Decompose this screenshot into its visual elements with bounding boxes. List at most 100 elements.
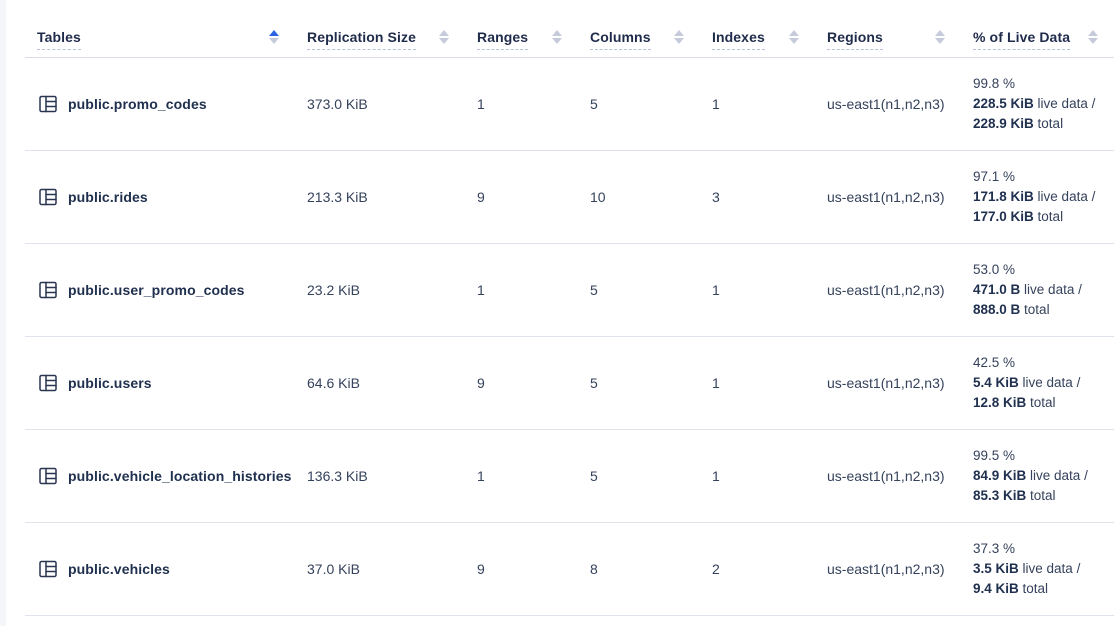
table-icon (38, 280, 58, 300)
live-data-size-line: 5.4 KiB live data / (973, 375, 1081, 390)
cell-table-name: public.vehicle_location_histories (25, 466, 295, 486)
page-left-gutter (0, 0, 6, 626)
cell-table-name: public.user_promo_codes (25, 280, 295, 300)
cell-replication-size: 23.2 KiB (307, 282, 360, 298)
column-header-columns[interactable]: Columns (578, 29, 700, 57)
live-data-size-line: 471.0 B live data / (973, 282, 1082, 297)
live-data-percent: 53.0 % (973, 262, 1016, 277)
table-name-link[interactable]: public.vehicle_location_histories (68, 468, 292, 484)
cell-indexes: 1 (712, 468, 720, 484)
column-header-label: Replication Size (307, 29, 416, 50)
column-header-label: Columns (590, 29, 651, 50)
live-data-size-line: 84.9 KiB live data / (973, 468, 1088, 483)
table-row: public.promo_codes 373.0 KiB 1 5 1 us-ea… (25, 58, 1114, 151)
cell-columns: 10 (590, 189, 606, 205)
table-row: public.rides 213.3 KiB 9 10 3 us-east1(n… (25, 151, 1114, 244)
live-data-size-line: 3.5 KiB live data / (973, 561, 1081, 576)
cell-pct-live-data: 42.5 % 5.4 KiB live data / 12.8 KiB tota… (961, 353, 1114, 413)
cell-ranges: 9 (477, 189, 485, 205)
table-icon (38, 94, 58, 114)
total-size-line: 888.0 B total (973, 302, 1050, 317)
column-header-indexes[interactable]: Indexes (700, 29, 815, 57)
column-header-ranges[interactable]: Ranges (465, 29, 578, 57)
live-data-percent: 37.3 % (973, 541, 1016, 556)
cell-table-name: public.vehicles (25, 559, 295, 579)
cell-indexes: 1 (712, 282, 720, 298)
table-name-link[interactable]: public.user_promo_codes (68, 282, 245, 298)
column-header-label: Tables (37, 29, 81, 50)
cell-replication-size: 136.3 KiB (307, 468, 368, 484)
cell-columns: 8 (590, 561, 598, 577)
cell-ranges: 1 (477, 96, 485, 112)
cell-table-name: public.users (25, 373, 295, 393)
table-name-link[interactable]: public.rides (68, 189, 148, 205)
cell-replication-size: 37.0 KiB (307, 561, 360, 577)
total-size-line: 12.8 KiB total (973, 395, 1056, 410)
table-row: public.vehicle_location_histories 136.3 … (25, 430, 1114, 523)
sort-arrows-icon (552, 30, 562, 44)
live-data-size-line: 171.8 KiB live data / (973, 189, 1096, 204)
cell-pct-live-data: 99.5 % 84.9 KiB live data / 85.3 KiB tot… (961, 446, 1114, 506)
cell-replication-size: 373.0 KiB (307, 96, 368, 112)
cell-table-name: public.rides (25, 187, 295, 207)
column-header-label: Regions (827, 29, 883, 50)
table-name-link[interactable]: public.vehicles (68, 561, 170, 577)
column-header-replication-size[interactable]: Replication Size (295, 29, 465, 57)
table-name-link[interactable]: public.users (68, 375, 152, 391)
column-header-tables[interactable]: Tables (25, 29, 295, 57)
live-data-percent: 99.8 % (973, 76, 1016, 91)
cell-regions: us-east1(n1,n2,n3) (827, 282, 945, 298)
cell-ranges: 9 (477, 561, 485, 577)
column-header-pct-live-data[interactable]: % of Live Data (961, 29, 1114, 57)
sort-arrows-icon (789, 30, 799, 44)
cell-indexes: 1 (712, 96, 720, 112)
total-size-line: 9.4 KiB total (973, 581, 1049, 596)
cell-columns: 5 (590, 96, 598, 112)
table-row: public.users 64.6 KiB 9 5 1 us-east1(n1,… (25, 337, 1114, 430)
column-header-label: Ranges (477, 29, 529, 50)
cell-regions: us-east1(n1,n2,n3) (827, 189, 945, 205)
cell-indexes: 3 (712, 189, 720, 205)
table-name-link[interactable]: public.promo_codes (68, 96, 207, 112)
cell-regions: us-east1(n1,n2,n3) (827, 561, 945, 577)
total-size-line: 228.9 KiB total (973, 116, 1064, 131)
table-row: public.vehicles 37.0 KiB 9 8 2 us-east1(… (25, 523, 1114, 616)
table-row: public.user_promo_codes 23.2 KiB 1 5 1 u… (25, 244, 1114, 337)
column-header-regions[interactable]: Regions (815, 29, 961, 57)
live-data-percent: 99.5 % (973, 448, 1016, 463)
database-tables-grid: Tables Replication Size Ranges Columns I… (25, 0, 1114, 616)
cell-pct-live-data: 37.3 % 3.5 KiB live data / 9.4 KiB total (961, 539, 1114, 599)
cell-pct-live-data: 53.0 % 471.0 B live data / 888.0 B total (961, 260, 1114, 320)
cell-pct-live-data: 99.8 % 228.5 KiB live data / 228.9 KiB t… (961, 74, 1114, 134)
cell-replication-size: 64.6 KiB (307, 375, 360, 391)
cell-indexes: 2 (712, 561, 720, 577)
cell-ranges: 1 (477, 468, 485, 484)
table-icon (38, 559, 58, 579)
sort-arrows-icon (269, 30, 279, 44)
sort-arrows-icon (674, 30, 684, 44)
cell-indexes: 1 (712, 375, 720, 391)
total-size-line: 85.3 KiB total (973, 488, 1056, 503)
table-header-row: Tables Replication Size Ranges Columns I… (25, 0, 1114, 58)
cell-regions: us-east1(n1,n2,n3) (827, 375, 945, 391)
cell-replication-size: 213.3 KiB (307, 189, 368, 205)
cell-pct-live-data: 97.1 % 171.8 KiB live data / 177.0 KiB t… (961, 167, 1114, 227)
column-header-label: % of Live Data (973, 29, 1071, 50)
cell-regions: us-east1(n1,n2,n3) (827, 96, 945, 112)
live-data-size-line: 228.5 KiB live data / (973, 96, 1096, 111)
sort-arrows-icon (1088, 30, 1098, 44)
table-icon (38, 187, 58, 207)
cell-ranges: 9 (477, 375, 485, 391)
cell-columns: 5 (590, 468, 598, 484)
sort-arrows-icon (439, 30, 449, 44)
total-size-line: 177.0 KiB total (973, 209, 1064, 224)
sort-arrows-icon (935, 30, 945, 44)
live-data-percent: 42.5 % (973, 355, 1016, 370)
live-data-percent: 97.1 % (973, 169, 1016, 184)
column-header-label: Indexes (712, 29, 765, 50)
table-icon (38, 373, 58, 393)
cell-table-name: public.promo_codes (25, 94, 295, 114)
cell-regions: us-east1(n1,n2,n3) (827, 468, 945, 484)
cell-columns: 5 (590, 282, 598, 298)
